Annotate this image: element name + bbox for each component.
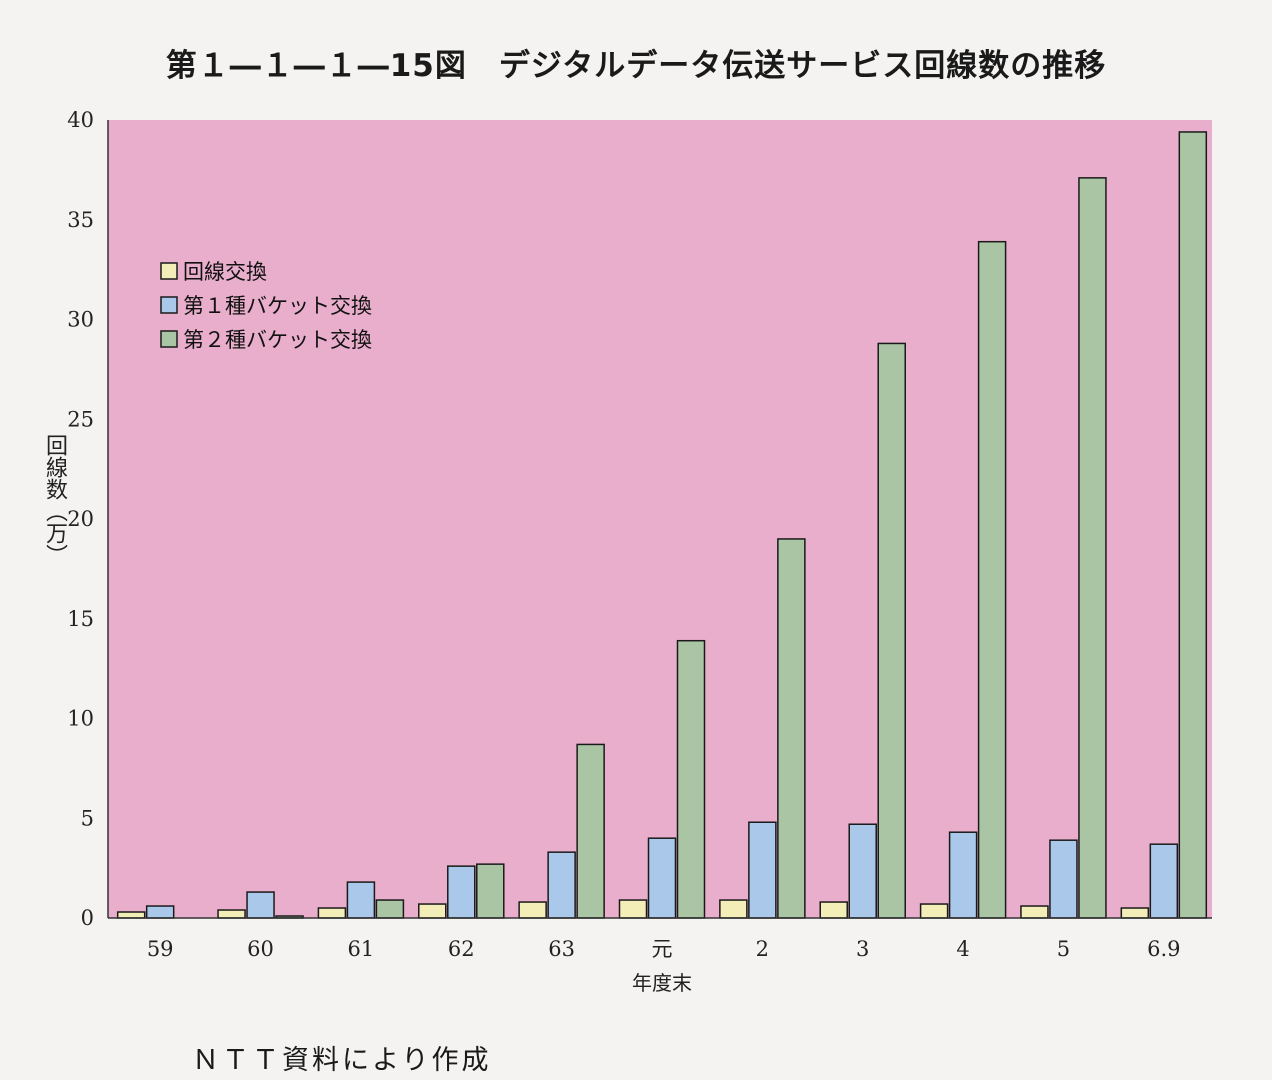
y-tick-label: 35 — [67, 208, 94, 232]
bar — [1049, 839, 1078, 919]
bar — [1120, 907, 1150, 919]
bar — [777, 538, 806, 919]
legend-label: 第１種バケット交換 — [183, 294, 372, 318]
source-note: ＮＴＴ資料により作成 — [192, 1045, 492, 1076]
bar — [748, 821, 777, 919]
y-tick-label: 10 — [67, 707, 94, 731]
y-tick-label: 15 — [67, 607, 94, 631]
bar — [819, 901, 848, 919]
y-tick-label: 20 — [67, 507, 94, 531]
legend-swatch — [160, 262, 178, 280]
x-tick-label: 62 — [448, 937, 475, 961]
x-tick-label: 61 — [348, 937, 375, 961]
bar — [719, 899, 748, 919]
y-tick-label: 5 — [81, 806, 94, 830]
x-tick-label: 60 — [247, 937, 274, 961]
bar — [919, 903, 949, 919]
x-tick-label: 59 — [147, 937, 174, 961]
bar — [647, 837, 677, 919]
bar — [948, 831, 978, 919]
legend-swatch — [160, 296, 178, 314]
bar — [1178, 131, 1208, 919]
bar — [1020, 905, 1049, 919]
bar — [977, 240, 1007, 919]
bar — [447, 865, 476, 919]
bar — [145, 905, 175, 919]
bar — [317, 907, 347, 919]
x-tick-label: 4 — [956, 937, 969, 961]
bar — [848, 823, 877, 919]
x-tick-label: 元 — [652, 937, 673, 961]
bar — [246, 891, 275, 919]
y-tick-label: 30 — [67, 308, 94, 332]
x-tick-label: 63 — [548, 937, 575, 961]
y-axis-title: 回線数（万） — [42, 434, 67, 566]
bar — [217, 909, 246, 919]
x-ticks: 59 60 61 62 63 元 2 3 4 5 6.9 — [147, 937, 1181, 961]
bar — [576, 743, 605, 919]
bar — [116, 911, 146, 919]
x-tick-label: 6.9 — [1147, 937, 1180, 961]
bar — [346, 881, 376, 919]
bar — [476, 863, 505, 919]
plot-area — [108, 120, 1212, 918]
bar — [418, 903, 447, 919]
y-tick-label: 0 — [81, 906, 94, 930]
bar — [618, 899, 648, 919]
x-tick-label: 3 — [856, 937, 869, 961]
bar — [1149, 843, 1179, 919]
bar — [547, 851, 576, 919]
x-tick-label: 2 — [756, 937, 769, 961]
x-axis-title: 年度末 — [632, 971, 692, 995]
bar — [877, 342, 906, 919]
bar — [375, 899, 405, 919]
chart-title: 第１―１―１―15図 デジタルデータ伝送サービス回線数の推移 — [165, 48, 1107, 84]
bar — [676, 639, 706, 919]
legend-swatch — [160, 330, 178, 348]
legend-label: 第２種バケット交換 — [183, 328, 372, 352]
bar — [518, 901, 547, 919]
y-tick-label: 25 — [67, 407, 94, 431]
y-tick-label: 40 — [67, 108, 94, 132]
legend-label: 回線交換 — [183, 260, 267, 284]
x-tick-label: 5 — [1057, 937, 1070, 961]
bar — [1078, 177, 1107, 919]
y-ticks: 0 5 10 15 20 25 30 35 40 — [67, 108, 94, 930]
